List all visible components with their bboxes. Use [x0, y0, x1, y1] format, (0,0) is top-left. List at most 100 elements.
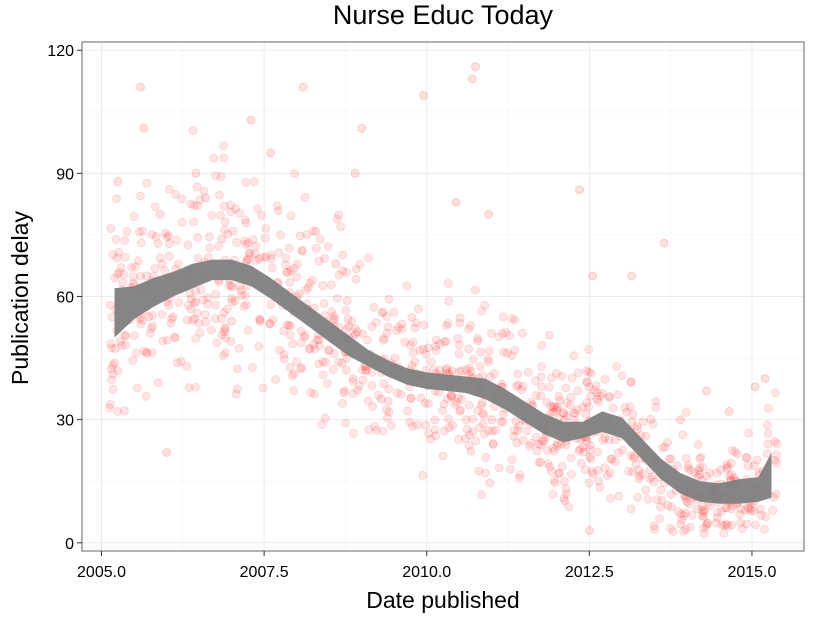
data-point [141, 391, 151, 401]
data-point [321, 413, 330, 423]
data-point [106, 399, 115, 409]
data-point [302, 230, 312, 239]
data-point [474, 466, 484, 476]
data-point [158, 336, 168, 346]
data-point [478, 419, 488, 429]
data-point [510, 315, 520, 325]
data-point [742, 453, 751, 463]
data-point [115, 337, 125, 346]
data-point [220, 323, 230, 333]
data-point [770, 388, 780, 398]
data-point [600, 374, 610, 384]
data-point [250, 249, 260, 259]
data-point [569, 351, 579, 361]
data-point [189, 298, 199, 308]
data-point [488, 426, 497, 436]
data-point [341, 365, 351, 375]
data-point [243, 325, 253, 335]
data-point [566, 392, 576, 402]
data-point [199, 186, 209, 196]
data-point [104, 403, 114, 413]
data-point [573, 368, 583, 378]
data-point [144, 312, 153, 322]
data-point [477, 306, 487, 316]
data-point [315, 234, 325, 244]
data-point [681, 408, 691, 417]
data-point [160, 266, 169, 275]
data-point [193, 253, 203, 263]
data-point [645, 474, 655, 484]
data-point [234, 344, 244, 353]
data-point [266, 300, 276, 309]
data-point [121, 340, 130, 350]
data-point [542, 397, 552, 407]
data-point [579, 447, 589, 457]
data-point [523, 367, 533, 377]
data-point [367, 322, 377, 332]
data-point [597, 388, 607, 398]
data-point [512, 382, 521, 391]
data-point [305, 344, 315, 354]
data-point [190, 314, 199, 324]
data-point [212, 338, 221, 348]
data-point [363, 253, 373, 263]
data-point [555, 395, 565, 405]
data-point [267, 263, 277, 273]
data-point [171, 189, 181, 199]
data-point [491, 425, 501, 435]
data-point [240, 215, 250, 225]
data-point [284, 320, 294, 330]
data-point [514, 473, 524, 483]
x-tick-label: 2012.5 [565, 564, 614, 581]
data-point [298, 82, 308, 92]
data-point [593, 466, 603, 475]
data-point [626, 378, 636, 387]
data-point [584, 367, 594, 377]
data-point [151, 232, 161, 241]
data-point [673, 506, 683, 516]
data-point [738, 524, 747, 534]
data-point [308, 226, 318, 236]
data-point [205, 232, 214, 242]
data-point [618, 445, 628, 455]
data-point [319, 299, 329, 309]
data-point [223, 229, 233, 239]
data-point [266, 254, 276, 264]
data-point [312, 335, 322, 345]
data-point [736, 518, 745, 528]
data-point [231, 389, 241, 399]
data-point [408, 421, 417, 431]
data-point [339, 386, 349, 396]
data-point [614, 448, 623, 458]
y-tick-label: 30 [56, 413, 74, 430]
data-point [475, 423, 484, 432]
data-point [467, 74, 477, 84]
data-point [148, 321, 158, 331]
data-point [256, 211, 266, 220]
data-point [361, 366, 371, 375]
data-point [410, 357, 420, 367]
data-point [336, 222, 345, 232]
data-point [220, 217, 230, 227]
data-point [494, 332, 504, 342]
data-point [183, 240, 193, 250]
y-axis: 0 30 60 90 120 [47, 43, 82, 553]
data-point [107, 343, 117, 353]
data-point [712, 513, 722, 523]
data-point [324, 345, 333, 355]
data-point [355, 259, 365, 269]
data-point [258, 252, 268, 262]
data-point [592, 394, 602, 404]
data-point [309, 339, 318, 349]
x-tick-label: 2005.0 [77, 564, 126, 581]
data-point [485, 372, 495, 382]
data-point [421, 349, 431, 359]
data-point [294, 289, 304, 299]
data-point [440, 426, 449, 436]
data-point [446, 390, 456, 400]
data-point [219, 141, 228, 151]
data-point [681, 524, 691, 534]
data-point [750, 382, 760, 392]
data-point [188, 315, 197, 325]
data-point [727, 446, 737, 455]
